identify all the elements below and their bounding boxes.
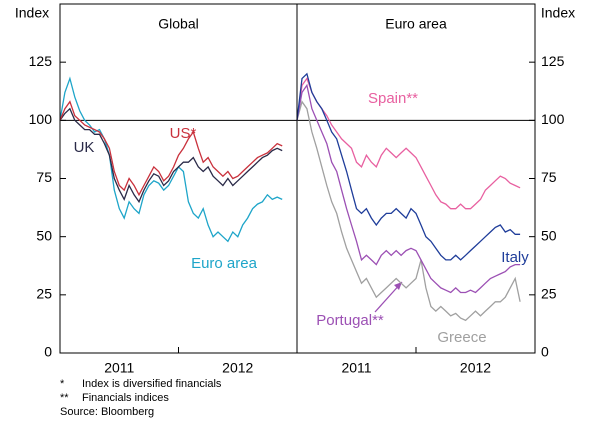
y-tick-label: 50 bbox=[541, 227, 557, 243]
y-tick-label: 25 bbox=[541, 286, 557, 302]
y-axis-label: Index bbox=[15, 5, 49, 21]
panel-title: Euro area bbox=[385, 16, 447, 32]
x-tick-label: 2011 bbox=[104, 360, 134, 376]
y-tick-label: 100 bbox=[541, 111, 565, 127]
y-tick-label: 75 bbox=[36, 169, 52, 185]
x-tick-label: 2012 bbox=[222, 360, 253, 376]
series-line bbox=[296, 100, 521, 322]
series-label: Euro area bbox=[191, 255, 258, 272]
note-symbol: ** bbox=[60, 392, 69, 404]
series-line bbox=[296, 72, 521, 261]
y-tick-label: 125 bbox=[29, 53, 53, 69]
arrow-head bbox=[394, 282, 402, 290]
series-label: UK bbox=[74, 139, 95, 156]
series-label: Spain** bbox=[368, 90, 418, 107]
series-label: Italy bbox=[501, 249, 529, 266]
series-line bbox=[59, 76, 283, 243]
y-tick-label: 125 bbox=[541, 53, 565, 69]
panel-title: Global bbox=[158, 16, 198, 32]
x-tick-label: 2011 bbox=[341, 360, 371, 376]
series-line bbox=[59, 107, 283, 204]
y-axis-label: Index bbox=[541, 5, 575, 21]
series-line bbox=[296, 77, 521, 210]
note-text: Index is diversified financials bbox=[82, 378, 222, 390]
y-tick-label: 50 bbox=[36, 227, 52, 243]
y-tick-label: 0 bbox=[541, 344, 549, 360]
y-tick-label: 100 bbox=[29, 111, 53, 127]
series-label: Greece bbox=[437, 329, 486, 346]
series-line bbox=[59, 100, 283, 197]
x-tick-label: 2012 bbox=[460, 360, 491, 376]
note-symbol: * bbox=[60, 378, 65, 390]
series-label: Portugal** bbox=[316, 312, 384, 329]
y-tick-label: 25 bbox=[36, 286, 52, 302]
y-tick-label: 75 bbox=[541, 169, 557, 185]
series-line bbox=[296, 83, 521, 294]
series-label: US* bbox=[170, 125, 197, 142]
note-text: Financials indices bbox=[82, 392, 169, 404]
y-tick-label: 0 bbox=[44, 344, 52, 360]
source: Source: Bloomberg bbox=[60, 406, 154, 418]
